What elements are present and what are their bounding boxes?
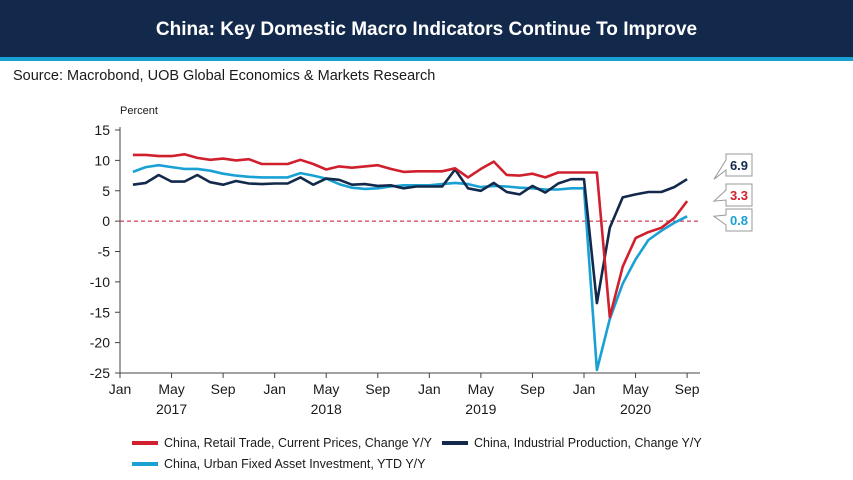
end-label-fai: 0.8 — [730, 213, 748, 228]
x-tick-label: Jan — [109, 381, 132, 397]
title-underline — [0, 57, 853, 61]
end-label-retail-box — [712, 183, 753, 207]
end-label-retail: 3.3 — [730, 188, 748, 203]
x-tick-label: May — [313, 381, 339, 397]
x-year-label: 2018 — [311, 401, 342, 417]
x-year-label: 2017 — [156, 401, 187, 417]
source-note: Source: Macrobond, UOB Global Economics … — [13, 68, 436, 84]
y-tick-label: -5 — [98, 244, 111, 260]
chart-title: China: Key Domestic Macro Indicators Con… — [155, 19, 698, 40]
y-tick-label: 10 — [94, 152, 110, 168]
x-tick-label: Sep — [520, 381, 545, 397]
x-tick-label: Jan — [263, 381, 286, 397]
y-tick-label: 5 — [102, 183, 110, 199]
x-tick-label: Jan — [418, 381, 441, 397]
end-label-fai-box — [712, 208, 753, 232]
series-line-fai — [132, 163, 688, 372]
x-tick-label: May — [158, 381, 184, 397]
x-tick-label: Sep — [211, 381, 236, 397]
x-tick-label: May — [468, 381, 494, 397]
y-tick-label: 15 — [94, 122, 110, 138]
y-tick-label: -10 — [90, 274, 110, 290]
series-line-retail — [132, 153, 689, 319]
y-tick-label: -20 — [90, 335, 110, 351]
x-tick-label: Sep — [675, 381, 700, 397]
y-tick-label: -25 — [90, 365, 110, 381]
y-tick-label: -15 — [90, 304, 110, 320]
title-banner — [0, 0, 853, 57]
x-tick-label: Jan — [573, 381, 596, 397]
y-tick-label: 0 — [102, 213, 110, 229]
series-line-industrial — [132, 168, 688, 305]
end-label-industrial-box — [713, 153, 753, 180]
x-year-label: 2019 — [465, 401, 496, 417]
x-tick-label: May — [622, 381, 648, 397]
x-year-label: 2020 — [620, 401, 651, 417]
end-label-industrial: 6.9 — [730, 158, 748, 173]
y-axis-label: Percent — [120, 105, 158, 117]
x-tick-label: Sep — [365, 381, 390, 397]
